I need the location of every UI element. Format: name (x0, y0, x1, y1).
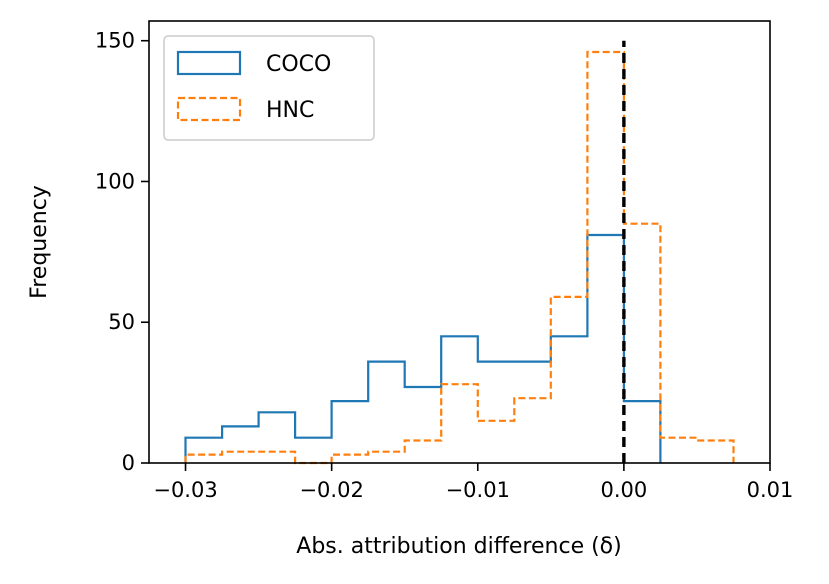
legend-label-coco: COCO (266, 52, 331, 77)
x-tick-label: 0.01 (747, 478, 794, 502)
y-tick-label: 50 (108, 310, 135, 334)
legend-swatch-coco (176, 50, 242, 76)
x-tick-label: 0.00 (600, 478, 647, 502)
y-tick-label: 100 (95, 169, 135, 193)
series-coco-outline (184, 233, 662, 463)
series-hnc-outline (184, 50, 735, 465)
plot-border (148, 20, 771, 464)
y-axis-title: Frequency (27, 185, 52, 299)
x-tick-label: −0.03 (153, 478, 217, 502)
y-axis: 0 50 100 150 (95, 29, 149, 475)
y-tick-label: 150 (95, 29, 135, 53)
legend-box (163, 35, 375, 141)
series-layer (184, 50, 735, 465)
x-axis: −0.03 −0.02 −0.01 0.00 0.01 (153, 463, 793, 502)
legend-label-hnc: HNC (266, 98, 314, 123)
x-tick-label: −0.01 (446, 478, 510, 502)
x-tick-label: −0.02 (299, 478, 363, 502)
x-axis-title: Abs. attribution difference (δ) (296, 534, 621, 559)
y-tick-label: 0 (122, 451, 135, 475)
legend: COCO HNC (163, 35, 375, 141)
